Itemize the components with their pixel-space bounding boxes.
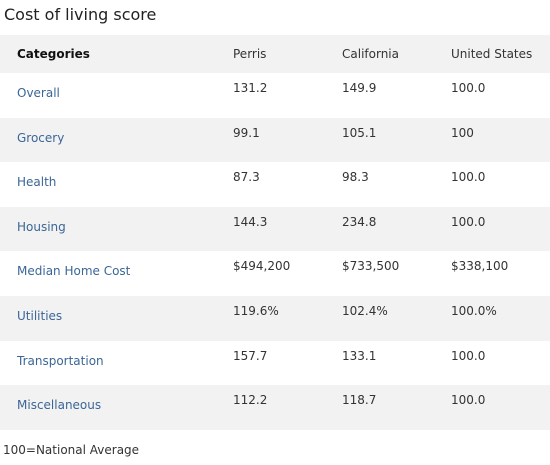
category-cell: Health bbox=[17, 175, 57, 190]
column-header: Categories bbox=[17, 47, 90, 61]
value-cell: 87.3 bbox=[233, 170, 260, 185]
value-cell: 133.1 bbox=[342, 348, 377, 363]
category-cell: Miscellaneous bbox=[17, 398, 102, 413]
value-cell: 112.2 bbox=[233, 393, 268, 408]
value-cell: 144.3 bbox=[233, 214, 268, 229]
value-cell: 100.0 bbox=[451, 170, 486, 185]
category-cell: Utilities bbox=[17, 309, 63, 323]
value-cell: 234.8 bbox=[342, 214, 377, 229]
value-cell: $733,500 bbox=[342, 259, 400, 274]
value-cell: 100.0 bbox=[451, 348, 486, 363]
value-cell: 131.2 bbox=[233, 81, 268, 95]
category-cell: Housing bbox=[17, 219, 66, 234]
value-cell: 100.0 bbox=[451, 81, 486, 95]
column-header: Perris bbox=[233, 47, 267, 61]
category-cell: Overall bbox=[17, 86, 60, 100]
value-cell: 149.9 bbox=[342, 81, 377, 95]
table-row: Miscellaneous 112.2 118.7 100.0 bbox=[0, 385, 550, 430]
value-cell: 157.7 bbox=[233, 348, 268, 363]
category-cell: Grocery bbox=[17, 130, 65, 145]
column-header: California bbox=[342, 47, 399, 61]
footnote: 100=National Average bbox=[3, 443, 140, 457]
table-row: Grocery 99.1 105.1 100 bbox=[0, 117, 550, 163]
table-row: Housing 144.3 234.8 100.0 bbox=[0, 206, 550, 252]
value-cell: 100 bbox=[451, 125, 474, 140]
header-row: Categories Perris California United States bbox=[0, 35, 550, 73]
value-cell: 100.0% bbox=[451, 304, 497, 318]
value-cell: 100.0 bbox=[451, 214, 486, 229]
value-cell: $338,100 bbox=[451, 259, 509, 274]
value-cell: 118.7 bbox=[342, 393, 377, 408]
category-cell: Median Home Cost bbox=[17, 264, 131, 279]
category-cell: Transportation bbox=[17, 353, 104, 368]
value-cell: 119.6% bbox=[233, 304, 279, 318]
value-cell: 98.3 bbox=[342, 170, 369, 185]
column-header: United States bbox=[451, 47, 533, 61]
value-cell: 99.1 bbox=[233, 125, 260, 140]
table-row: Transportation 157.7 133.1 100.0 bbox=[0, 341, 550, 386]
table-row: Overall 131.2 149.9 100.0 bbox=[0, 73, 550, 118]
table-row: Median Home Cost $494,200 $733,500 $338,100 bbox=[0, 251, 550, 296]
value-cell: 100.0 bbox=[451, 393, 486, 408]
value-cell: $494,200 bbox=[233, 259, 291, 274]
table-row: Health 87.3 98.3 100.0 bbox=[0, 162, 550, 207]
value-cell: 102.4% bbox=[342, 304, 388, 318]
table-row: Utilities 119.6% 102.4% 100.0% bbox=[0, 296, 550, 341]
value-cell: 105.1 bbox=[342, 125, 377, 140]
title: Cost of living score bbox=[4, 5, 157, 24]
